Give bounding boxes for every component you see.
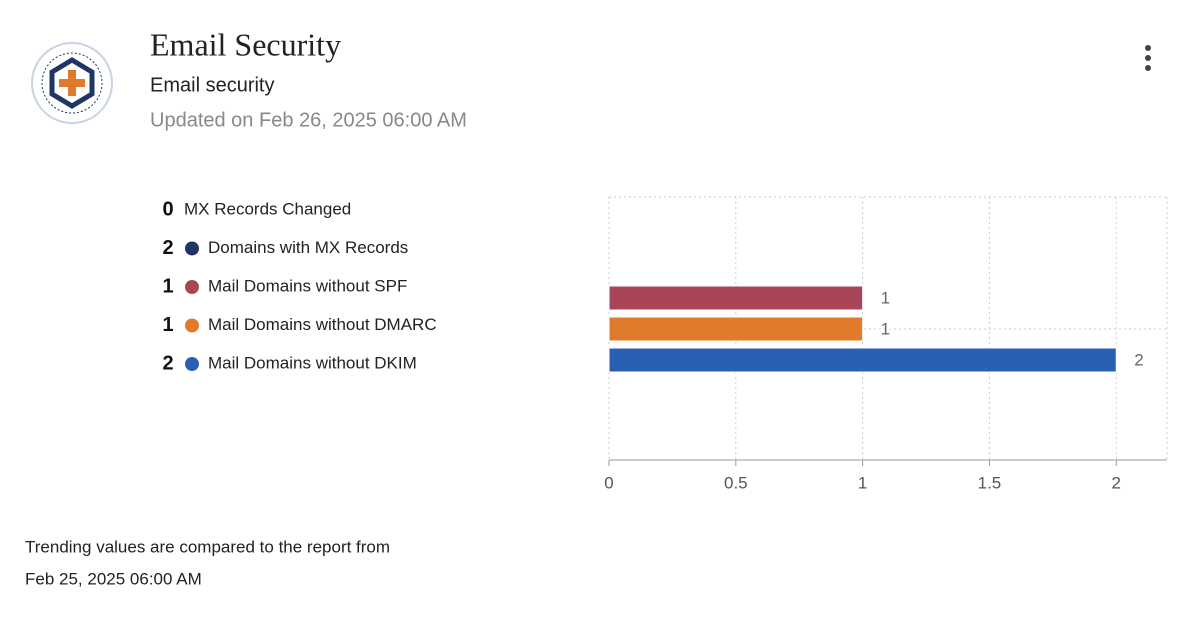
summary-label: MX Records Changed <box>184 199 351 218</box>
bar <box>608 347 1117 373</box>
more-menu[interactable] <box>1145 45 1151 71</box>
x-tick-label: 0 <box>604 473 613 492</box>
legend-dot <box>185 241 199 256</box>
summary-count: 1 <box>162 275 173 297</box>
legend-dot <box>185 318 199 333</box>
logo <box>31 42 113 124</box>
summary-label: Mail Domains without DKIM <box>208 353 417 372</box>
x-tick-label: 1 <box>858 473 867 492</box>
value-label: 1 <box>881 319 890 338</box>
value-label: 2 <box>1134 350 1143 369</box>
footer-note: Trending values are compared to the repo… <box>25 537 390 556</box>
x-tick-label: 2 <box>1112 473 1121 492</box>
summary-label: Mail Domains without DMARC <box>208 315 437 334</box>
summary-count: 1 <box>162 314 173 336</box>
footer-date: Feb 25, 2025 06:00 AM <box>25 569 202 588</box>
bar <box>608 316 864 342</box>
legend-dot <box>185 357 199 371</box>
legend-dot <box>185 280 199 294</box>
summary-label: Domains with MX Records <box>208 238 408 257</box>
summary-count: 2 <box>162 352 173 374</box>
value-label: 1 <box>881 288 890 307</box>
bar <box>608 285 864 311</box>
title: Email Security <box>150 26 341 62</box>
x-tick-label: 0.5 <box>724 473 748 492</box>
x-tick-label: 1.5 <box>978 473 1002 492</box>
summary-count: 0 <box>162 198 173 220</box>
subtitle: Email security <box>150 74 274 96</box>
updated-date: Updated on Feb 26, 2025 06:00 AM <box>150 109 467 131</box>
summary-label: Mail Domains without SPF <box>208 276 407 295</box>
summary-count: 2 <box>162 237 173 259</box>
